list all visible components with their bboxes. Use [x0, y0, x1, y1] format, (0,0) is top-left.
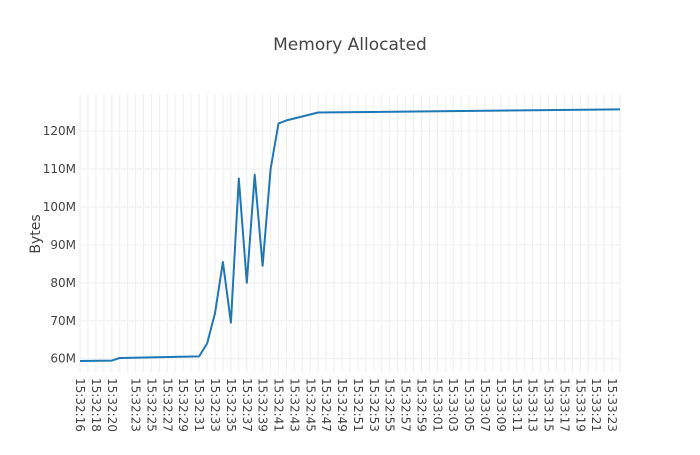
x-tick-label: 15:32:49 — [335, 378, 349, 432]
x-tick-label: 15:32:35 — [224, 378, 238, 432]
x-tick-label: 15:32:29 — [176, 378, 190, 432]
x-tick-label: 15:33:11 — [510, 378, 524, 432]
x-tick-label: 15:32:39 — [256, 378, 270, 432]
x-tick-label: 15:32:18 — [89, 378, 103, 432]
x-tick-label: 15:32:47 — [319, 378, 333, 432]
x-tick-label: 15:33:03 — [446, 378, 460, 432]
y-tick-label: 110M — [43, 162, 76, 176]
chart-title: Memory Allocated — [273, 35, 427, 55]
x-tick-label: 15:32:57 — [399, 378, 413, 432]
x-tick-label: 15:32:59 — [414, 378, 428, 432]
x-tick-label: 15:32:23 — [129, 378, 143, 432]
y-tick-label: 60M — [50, 352, 76, 366]
y-tick-label: 90M — [50, 238, 76, 252]
x-tick-label: 15:33:13 — [526, 378, 540, 432]
x-tick-label: 15:32:27 — [160, 378, 174, 432]
x-tick-label: 15:32:33 — [208, 378, 222, 432]
x-tick-label: 15:33:01 — [430, 378, 444, 432]
x-tick-label: 15:32:51 — [351, 378, 365, 432]
x-tick-label: 15:32:20 — [105, 378, 119, 432]
x-tick-label: 15:33:23 — [605, 378, 619, 432]
y-tick-label: 120M — [43, 124, 76, 138]
x-tick-label: 15:32:41 — [272, 378, 286, 432]
x-tick-label: 15:32:53 — [367, 378, 381, 432]
x-tick-label: 15:33:09 — [494, 378, 508, 432]
y-tick-layer: 60M 70M 80M 90M 100M 110M 120M — [43, 124, 76, 366]
x-tick-label: 15:33:17 — [557, 378, 571, 432]
x-tick-label: 15:33:05 — [462, 378, 476, 432]
y-tick-label: 100M — [43, 200, 76, 214]
x-tick-label: 15:32:16 — [73, 378, 87, 432]
x-tick-label: 15:32:43 — [287, 378, 301, 432]
y-axis-label: Bytes — [28, 214, 44, 253]
x-tick-label: 15:32:31 — [192, 378, 206, 432]
x-tick-label: 15:32:25 — [144, 378, 158, 432]
x-tick-label: 15:32:37 — [240, 378, 254, 432]
grid-layer — [80, 95, 620, 372]
x-tick-label: 15:32:55 — [383, 378, 397, 432]
x-tick-label: 15:33:21 — [589, 378, 603, 432]
x-tick-label: 15:33:15 — [542, 378, 556, 432]
x-tick-label: 15:32:45 — [303, 378, 317, 432]
y-tick-label: 70M — [50, 314, 76, 328]
x-tick-label: 15:33:07 — [478, 378, 492, 432]
y-tick-label: 80M — [50, 276, 76, 290]
x-tick-label: 15:33:19 — [573, 378, 587, 432]
